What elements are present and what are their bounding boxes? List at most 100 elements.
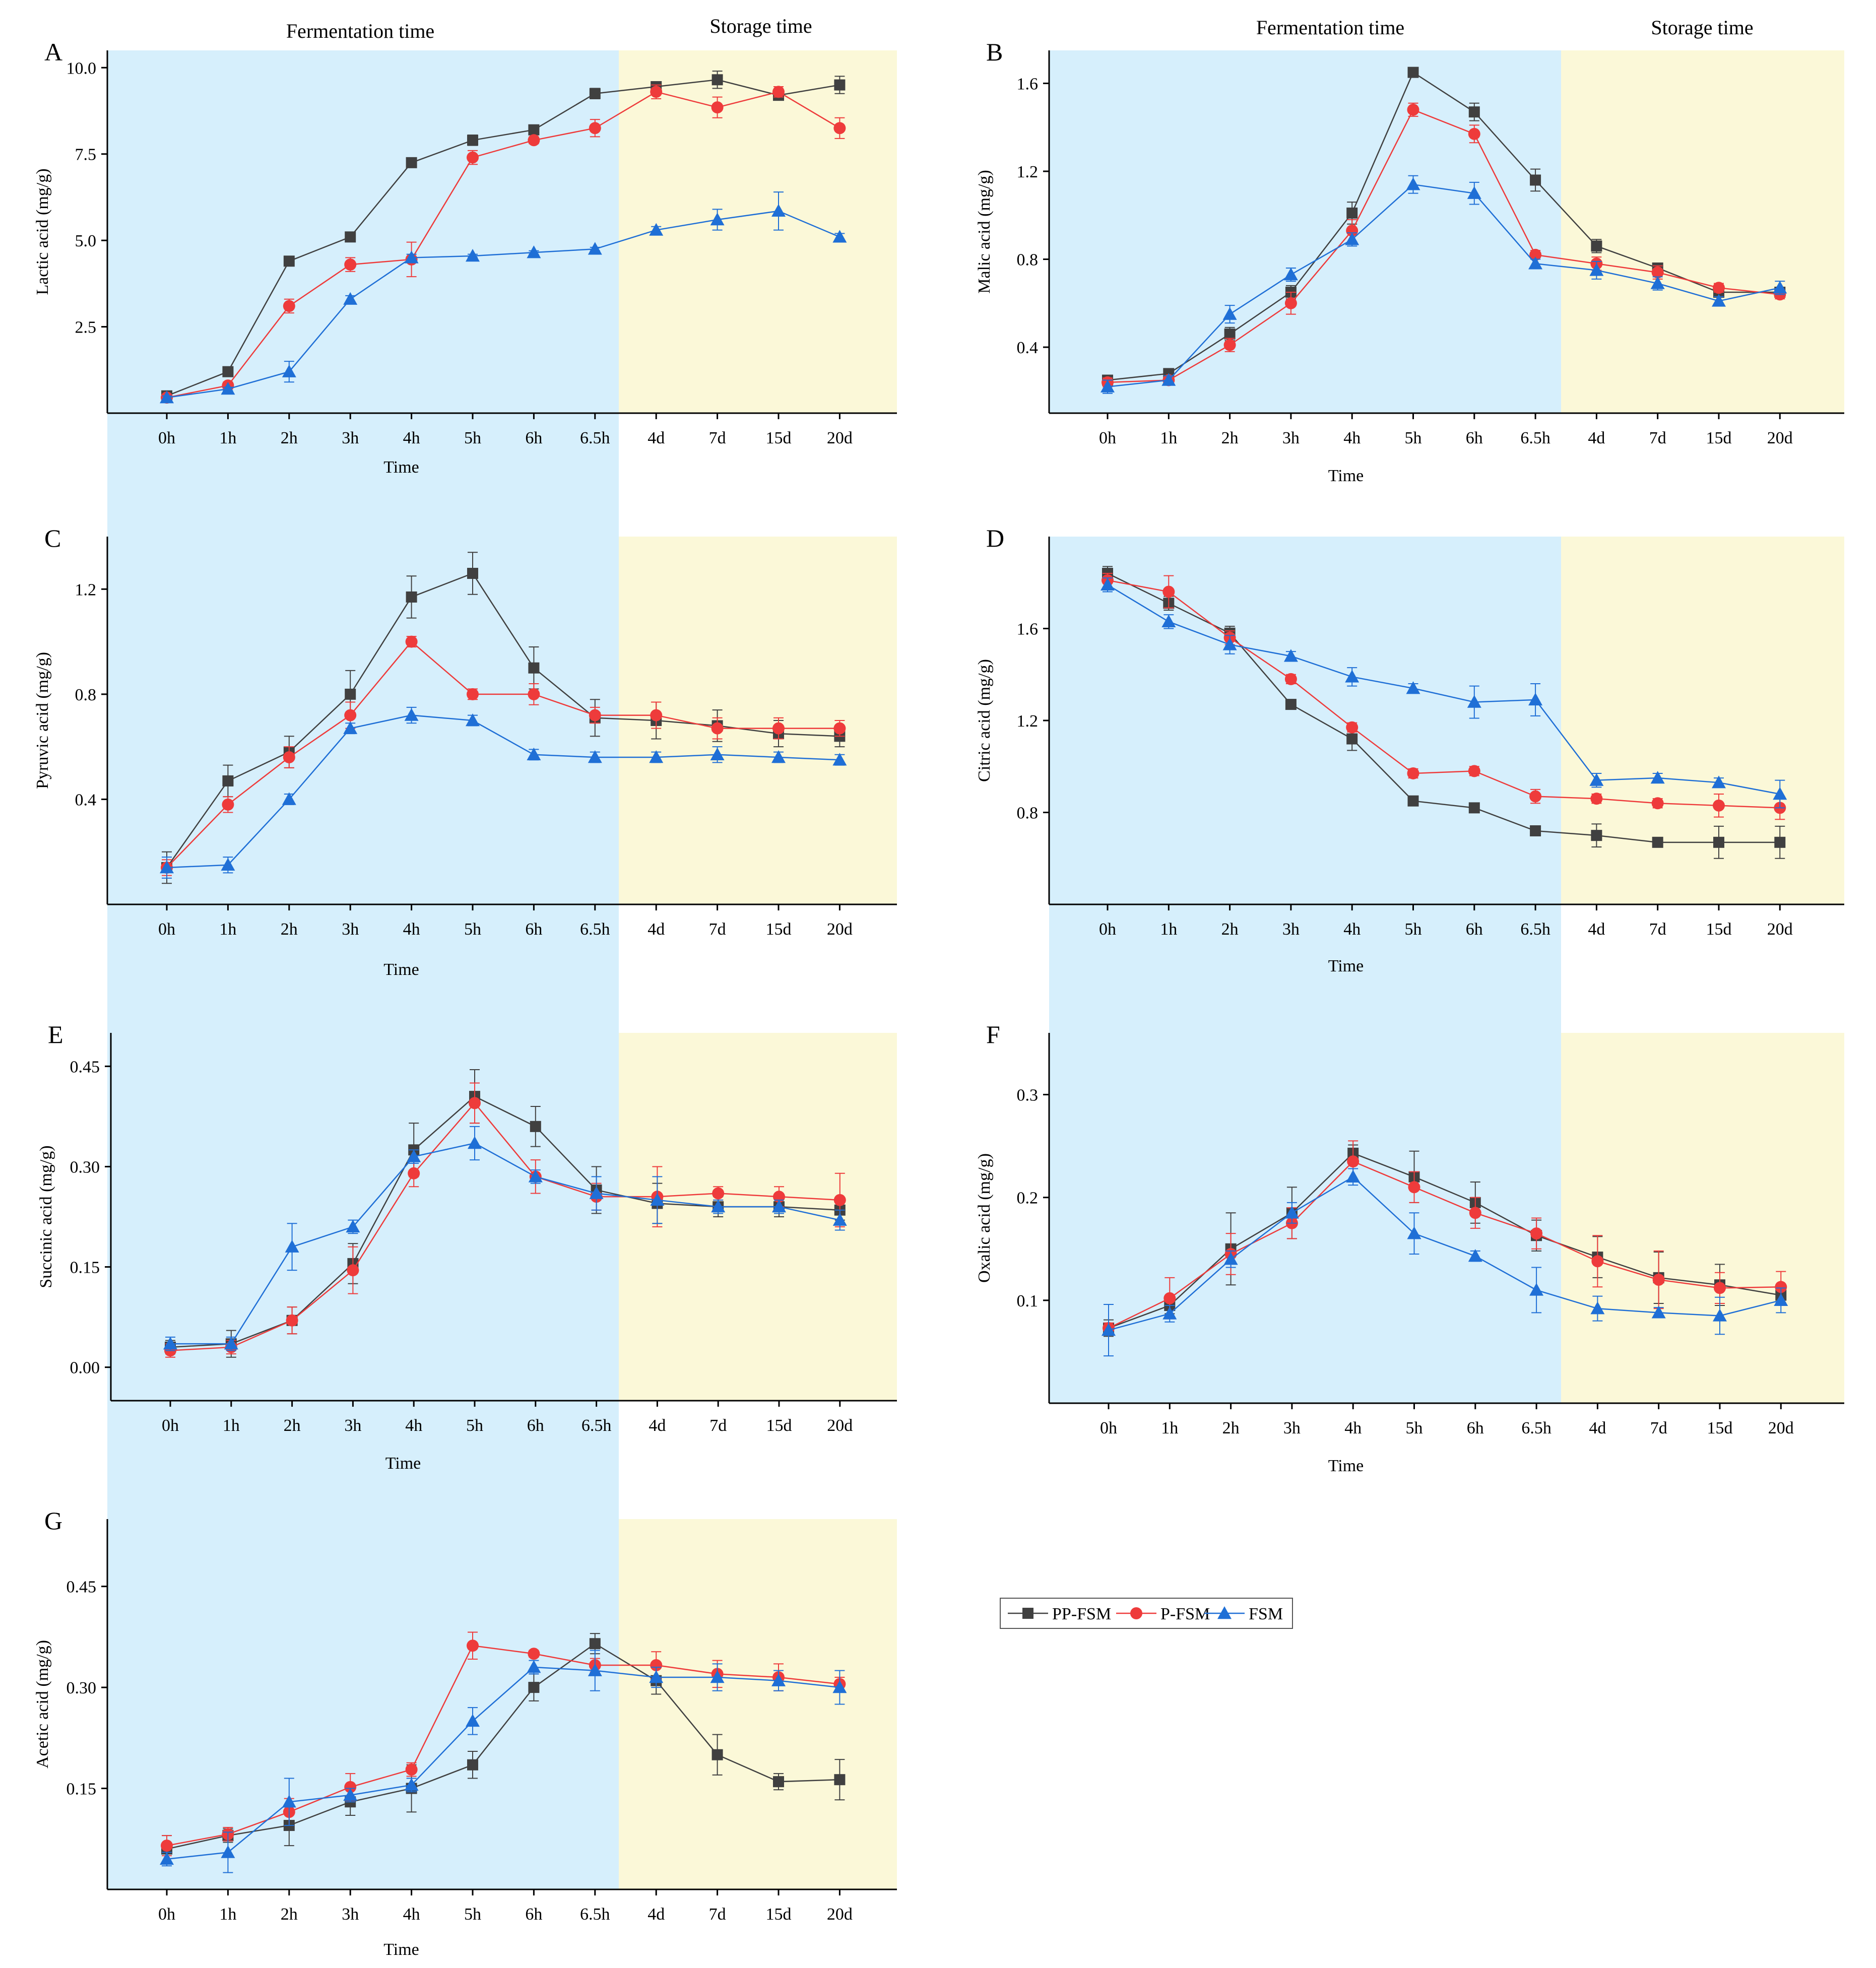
data-point (527, 245, 541, 258)
data-point (467, 135, 478, 146)
data-point (772, 1200, 786, 1213)
data-point (588, 242, 602, 255)
data-point (1101, 577, 1115, 591)
data-point (1774, 836, 1786, 848)
x-tick-label: 15d (1707, 1419, 1733, 1437)
data-point (1774, 1293, 1788, 1306)
data-point (711, 1749, 723, 1760)
data-point (161, 1840, 173, 1852)
data-point (832, 230, 847, 243)
y-tick-label: 0.1 (1017, 1292, 1039, 1310)
series-line (1107, 183, 1780, 387)
data-point (1773, 787, 1787, 800)
data-point (833, 122, 846, 135)
y-axis-title: Acetic acid (mg/g) (33, 1640, 52, 1768)
data-point (1102, 1323, 1116, 1336)
data-point (469, 1097, 481, 1109)
data-point (347, 1264, 359, 1277)
panel-label: F (986, 1020, 1000, 1048)
series-line (1107, 109, 1780, 383)
x-tick-label: 4d (648, 920, 665, 939)
data-point (833, 722, 846, 735)
y-tick-label: 0.30 (70, 1158, 100, 1176)
y-axis-title: Lactic acid (mg/g) (33, 168, 52, 295)
y-tick-label: 7.5 (75, 146, 97, 164)
panel-label: C (44, 524, 61, 552)
x-tick-label: 0h (158, 429, 175, 447)
x-tick-label: 6h (527, 1416, 544, 1435)
data-point (530, 1121, 541, 1132)
y-axis-title: Oxalic acid (mg/g) (975, 1153, 994, 1283)
x-tick-label: 20d (827, 1416, 853, 1435)
data-point (466, 249, 480, 262)
legend-item-pp-fsm: PP-FSM (1008, 1605, 1111, 1623)
data-point (650, 1659, 663, 1671)
data-point (1589, 773, 1604, 786)
data-point (1345, 232, 1360, 245)
x-tick-label: 0h (162, 1416, 179, 1435)
data-point (1591, 830, 1602, 841)
x-tick-label: 7d (1649, 429, 1666, 447)
legend-item-p-fsm: P-FSM (1116, 1605, 1210, 1623)
y-tick-label: 0.30 (67, 1679, 97, 1697)
data-point (344, 258, 357, 271)
x-tick-label: 15d (1706, 920, 1732, 939)
x-tick-label: 1h (219, 920, 236, 939)
x-tick-label: 5h (1406, 1419, 1423, 1437)
data-point (1650, 771, 1665, 784)
data-point (1773, 281, 1787, 294)
y-tick-label: 2.5 (75, 318, 97, 337)
data-point (1408, 1181, 1420, 1194)
y-tick-label: 1.6 (1017, 75, 1039, 93)
data-point (1529, 248, 1542, 261)
data-point (1285, 699, 1297, 710)
series-p-fsm (161, 84, 846, 404)
x-tick-label: 5h (1405, 920, 1422, 939)
x-tick-label: 3h (342, 429, 359, 447)
data-point (406, 591, 417, 603)
x-tick-label: 6.5h (1520, 429, 1550, 447)
data-point (467, 1639, 479, 1652)
data-point (1346, 224, 1359, 237)
y-tick-label: 0.8 (1017, 251, 1039, 270)
data-point (588, 750, 602, 763)
y-axis-title: Succinic acid (mg/g) (37, 1145, 55, 1288)
x-tick-label: 6h (525, 920, 542, 939)
data-point (1284, 673, 1297, 685)
data-point (404, 708, 419, 721)
x-tick-label: 6h (525, 1905, 542, 1924)
data-point (345, 688, 356, 700)
data-point (1651, 266, 1664, 279)
x-tick-label: 3h (342, 1905, 359, 1924)
x-tick-label: 15d (766, 1416, 792, 1435)
data-point (1468, 765, 1480, 777)
data-point (832, 1213, 847, 1226)
data-point (1222, 637, 1237, 650)
data-point (772, 86, 785, 98)
data-point (1528, 256, 1543, 270)
data-point (589, 1638, 601, 1650)
data-point (1591, 240, 1602, 252)
x-tick-label: 4d (648, 429, 665, 447)
series-fsm (160, 191, 847, 404)
data-point (528, 1682, 540, 1693)
data-point (650, 1193, 665, 1206)
data-point (1650, 276, 1665, 289)
data-point (1468, 127, 1480, 140)
fermentation-time-label-right: Fermentation time (1256, 16, 1404, 39)
data-point (406, 157, 417, 168)
x-tick-label: 6h (1466, 429, 1483, 447)
storage-band-D (1561, 537, 1844, 904)
data-point (832, 753, 847, 766)
data-point (407, 1149, 421, 1162)
legend-label: P-FSM (1160, 1605, 1210, 1623)
y-tick-label: 1.2 (1017, 712, 1039, 731)
data-point (1713, 836, 1724, 848)
data-point (285, 1239, 299, 1253)
data-point (466, 1714, 480, 1727)
data-point (344, 1781, 357, 1793)
panel-c: C 0.4 0.8 1.2 Pyruvic acid (mg/g) 0h 1h 2h 3h 4h 5… (33, 524, 897, 979)
legend-marker (1130, 1607, 1142, 1619)
data-point (528, 688, 540, 700)
